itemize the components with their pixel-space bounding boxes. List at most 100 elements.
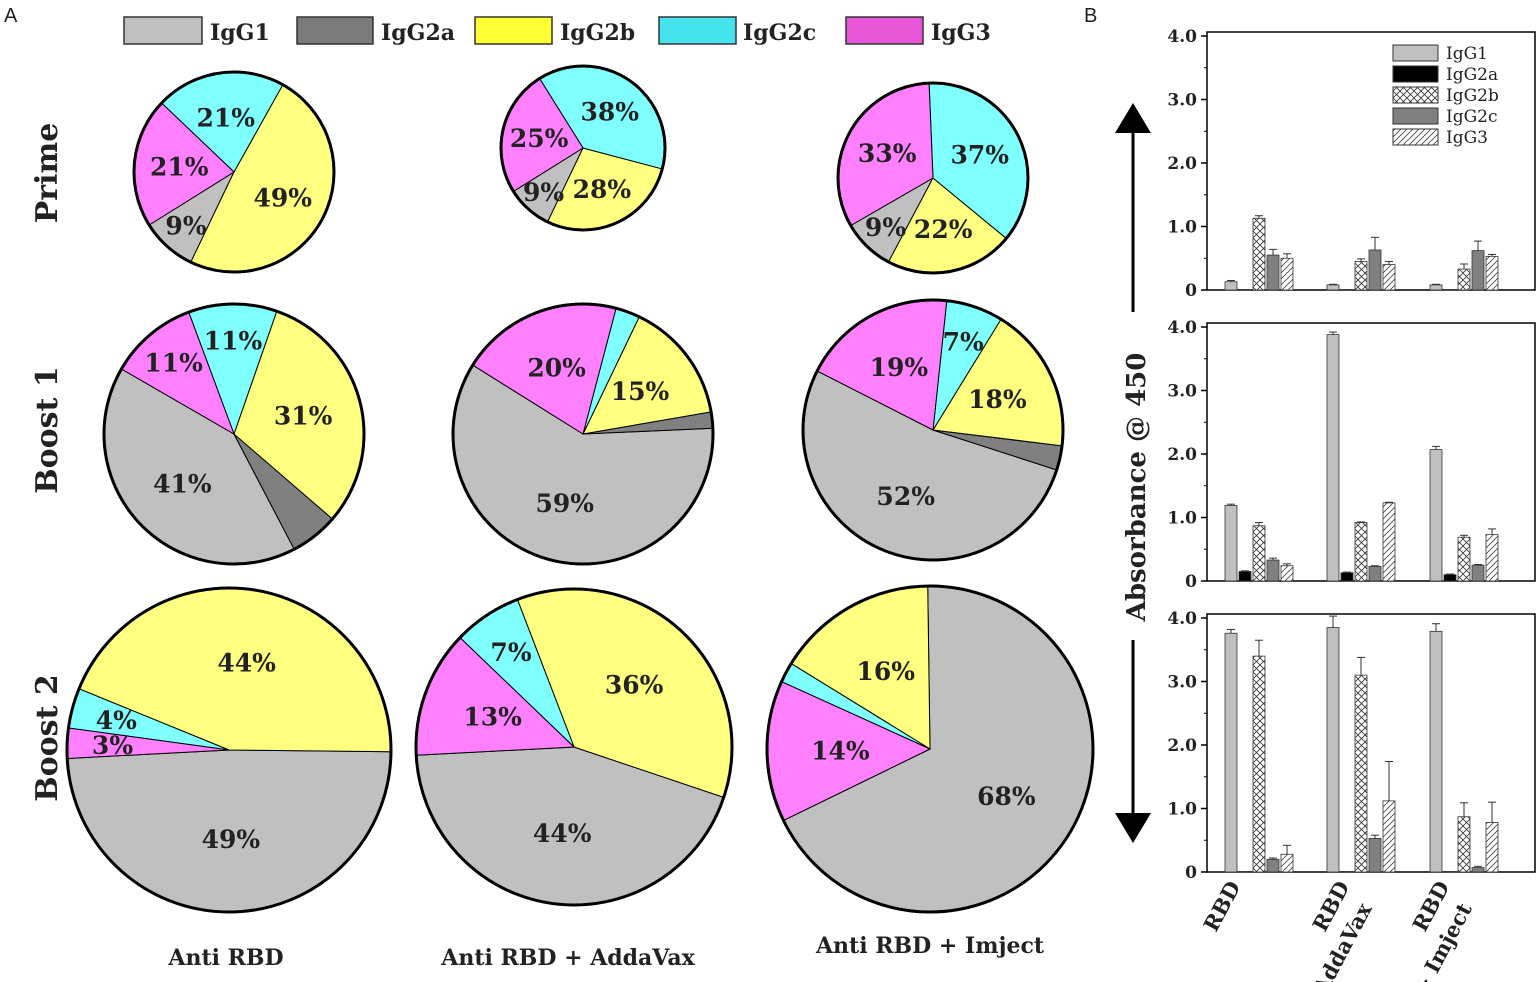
bar-igg2a (1238, 289, 1252, 291)
pie-boost1-1: 41% 31% 11%11% (102, 302, 366, 566)
bar-igg2a (1340, 572, 1354, 582)
bar-subplot-boost2: 0 1.0 2.0 3.0 4.0 (1167, 609, 1536, 883)
pie-label-igg2c: 38% (581, 98, 640, 127)
bar-igg2a (1340, 289, 1354, 291)
pie-label-igg2b: 22% (914, 215, 973, 244)
pie-label-igg2b: 49% (254, 183, 313, 212)
pie-outline (132, 70, 336, 274)
pie-boost1-2: 59% 15% 20% (451, 302, 715, 566)
legend-a: IgG1 IgG2a IgG2b IgG2c IgG3 (123, 16, 991, 46)
pie-boost2-1: 49% 44% 4%3% (65, 586, 393, 914)
pie-prime-2: 9% 28% 38% 25% (499, 64, 667, 232)
col-label-anti-rbd: Anti RBD (167, 945, 283, 971)
legend-b-swatch-igg3 (1392, 128, 1439, 146)
pie-boost1-3: 52% 18% 7% 19% (801, 298, 1065, 562)
pie-label-igg3: 3% (92, 731, 133, 760)
row-label-prime: Prime (30, 123, 65, 224)
pie-label-igg1: 68% (977, 782, 1036, 811)
bar-igg1 (1429, 630, 1443, 873)
bar-igg2c (1266, 858, 1280, 873)
legend-label-igg2b: IgG2b (560, 20, 635, 46)
col-label-anti-rbd-imject: Anti RBD + Imject (815, 933, 1045, 959)
bar-igg3 (1382, 502, 1396, 582)
legend-b-swatch-igg1 (1392, 44, 1439, 62)
pie-charts: 9% 49% 21% 21% 9% 28% 38% 25% 9% 22% 37% 33% 41% 31% 1… (65, 64, 1095, 914)
bar-igg2c (1471, 867, 1485, 873)
pie-label-igg3: 13% (463, 703, 522, 732)
bar-subplot-boost1: 0 1.0 2.0 3.0 4.0 (1167, 318, 1536, 592)
bar-igg1 (1326, 627, 1340, 873)
bar-igg2b (1252, 655, 1266, 873)
bar-igg3 (1280, 565, 1294, 582)
bar-igg1 (1224, 632, 1238, 873)
pie-label-igg3: 33% (858, 139, 917, 168)
y-axis-label: Absorbance @ 450 (1122, 353, 1152, 623)
bar-subplot-prime: 0 1.0 2.0 3.0 4.0 (1167, 27, 1536, 301)
legend-b-label-igg2a: IgG2a (1446, 65, 1498, 85)
pie-outline (836, 81, 1030, 275)
legend-b-label-igg2c: IgG2c (1446, 107, 1498, 127)
bar-igg2c (1368, 249, 1382, 291)
bar-igg1 (1326, 334, 1340, 582)
bar-igg3 (1485, 822, 1499, 873)
y-tick-label: 2.0 (1167, 736, 1197, 756)
y-tick-label: 1.0 (1167, 800, 1197, 820)
pie-label-igg1: 52% (876, 482, 935, 511)
bar-igg3 (1280, 257, 1294, 291)
panel-b-letter: B (1084, 5, 1097, 27)
pie-label-igg2c: 7% (943, 327, 984, 356)
pie-label-igg3: 11% (144, 349, 203, 378)
pie-outline (414, 587, 734, 907)
legend-swatch-igg3 (845, 16, 924, 45)
bar-igg2a (1340, 871, 1354, 873)
y-tick-label: 1.0 (1167, 218, 1197, 238)
bar-igg2a (1238, 571, 1252, 582)
x-category-line: RBD (1198, 877, 1245, 936)
pie-label-igg1: 49% (202, 825, 261, 854)
bar-igg2a (1443, 574, 1457, 582)
bar-igg1 (1429, 449, 1443, 582)
legend-label-igg1: IgG1 (210, 20, 270, 46)
y-tick-label: 3.0 (1167, 91, 1197, 111)
bar-igg2b (1457, 268, 1471, 291)
pie-label-igg1: 9% (165, 212, 206, 241)
bar-igg2b (1354, 674, 1368, 873)
pie-label-igg2c: 7% (490, 638, 531, 667)
panel-a-letter: A (4, 5, 18, 27)
pie-prime-3: 9% 22% 37% 33% (836, 81, 1030, 275)
bar-igg2a (1238, 871, 1252, 873)
legend-label-igg3: IgG3 (931, 20, 991, 46)
row-label-boost2: Boost 2 (30, 674, 65, 801)
bar-igg2c (1368, 837, 1382, 873)
pie-label-igg2c: 21% (197, 104, 256, 133)
pie-label-igg1: 59% (536, 489, 595, 518)
bar-igg2b (1252, 217, 1266, 291)
bar-igg1 (1224, 505, 1238, 582)
bar-igg1 (1429, 284, 1443, 291)
bar-igg2b (1354, 522, 1368, 582)
pie-label-igg2c: 37% (951, 141, 1010, 170)
legend-b-swatch-igg2a (1392, 65, 1439, 83)
bar-igg2b (1457, 816, 1471, 873)
pie-label-igg1: 44% (533, 819, 592, 848)
bar-igg3 (1280, 853, 1294, 873)
legend-b-swatch-igg2b (1392, 86, 1439, 104)
bar-igg3 (1485, 255, 1499, 291)
y-tick-label: 4.0 (1167, 318, 1197, 338)
y-tick-label: 4.0 (1167, 27, 1197, 47)
pie-label-igg1: 9% (865, 213, 906, 242)
y-tick-label: 0 (1185, 863, 1197, 883)
pie-outline (801, 298, 1065, 562)
bar-igg2c (1368, 565, 1382, 582)
legend-label-igg2a: IgG2a (381, 20, 455, 46)
pie-prime-1: 9% 49% 21% 21% (132, 70, 336, 274)
y-tick-label: 2.0 (1167, 154, 1197, 174)
legend-b-label-igg2b: IgG2b (1446, 86, 1499, 106)
bar-chart-panel: Absorbance @ 450 0 1.0 2.0 3.0 4.0 0 1.0 2.0 3.0… (1115, 27, 1536, 982)
x-category-label-3: RBD+ Imject (1407, 877, 1477, 982)
bar-igg2b (1354, 261, 1368, 291)
y-tick-label: 1.0 (1167, 509, 1197, 529)
y-tick-label: 2.0 (1167, 445, 1197, 465)
bar-igg3 (1382, 800, 1396, 873)
